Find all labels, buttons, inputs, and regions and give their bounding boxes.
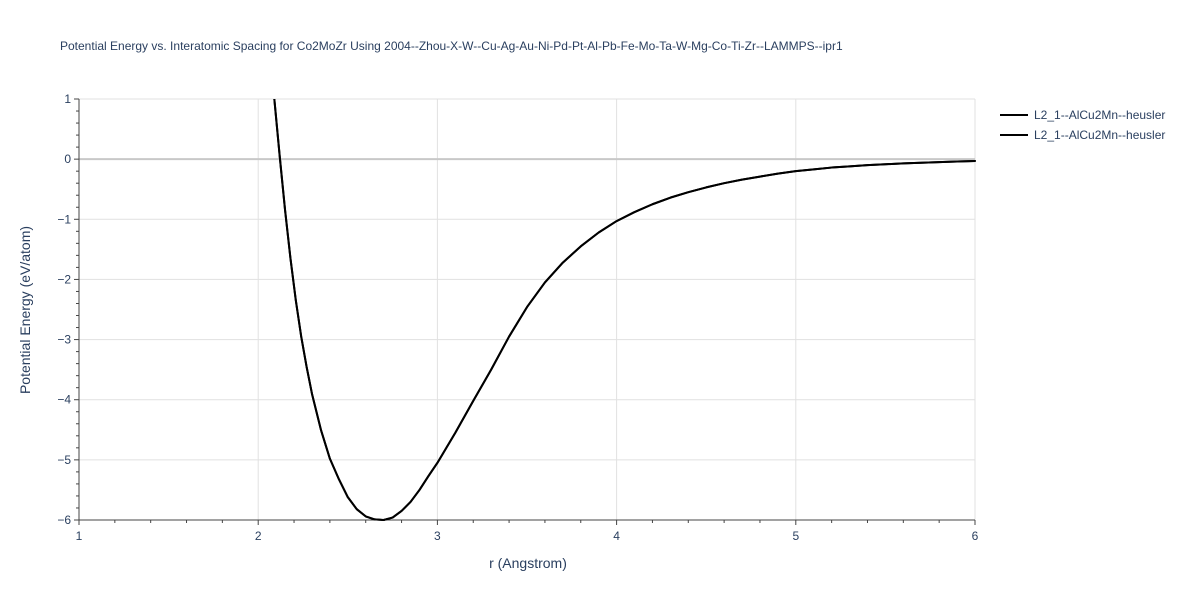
tick-labels: 1 2 3 4 5 6 1 0 −1 −2 −3 −4 −5 −6 bbox=[57, 92, 978, 543]
legend-label: L2_1--AlCu2Mn--heusler bbox=[1034, 108, 1165, 122]
series-line-2 bbox=[273, 99, 976, 521]
legend-item-2[interactable]: L2_1--AlCu2Mn--heusler bbox=[1000, 128, 1165, 142]
chart-title: Potential Energy vs. Interatomic Spacing… bbox=[60, 39, 843, 53]
y-tick-label: −1 bbox=[57, 212, 71, 226]
x-axis-title: r (Angstrom) bbox=[489, 555, 567, 571]
series-lines bbox=[273, 99, 976, 521]
y-tick-label: −3 bbox=[57, 333, 71, 347]
x-tick-label: 1 bbox=[76, 529, 83, 543]
legend-label: L2_1--AlCu2Mn--heusler bbox=[1034, 128, 1165, 142]
x-tick-label: 2 bbox=[255, 529, 262, 543]
x-tick-label: 5 bbox=[792, 529, 799, 543]
y-tick-label: −4 bbox=[57, 393, 71, 407]
y-axis-title: Potential Energy (eV/atom) bbox=[17, 226, 33, 394]
y-tick-label: −5 bbox=[57, 453, 71, 467]
grid bbox=[79, 98, 976, 520]
legend-item-1[interactable]: L2_1--AlCu2Mn--heusler bbox=[1000, 108, 1165, 122]
y-tick-label: −6 bbox=[57, 513, 71, 527]
x-tick-label: 6 bbox=[972, 529, 979, 543]
y-tick-label: 1 bbox=[64, 92, 71, 106]
y-tick-label: −2 bbox=[57, 272, 71, 286]
x-tick-label: 3 bbox=[434, 529, 441, 543]
y-tick-label: 0 bbox=[64, 152, 71, 166]
legend[interactable]: L2_1--AlCu2Mn--heusler L2_1--AlCu2Mn--heu… bbox=[1000, 108, 1165, 142]
x-tick-label: 4 bbox=[613, 529, 620, 543]
axes bbox=[74, 98, 976, 525]
